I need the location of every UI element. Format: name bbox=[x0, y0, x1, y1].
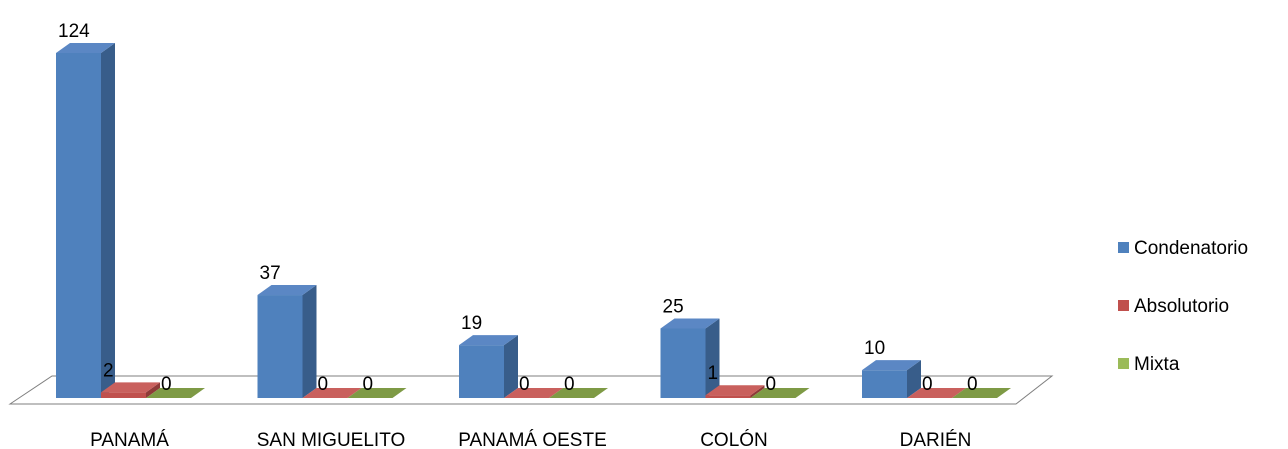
category-label-2: PANAMÁ OESTE bbox=[458, 430, 607, 449]
bar-front bbox=[101, 392, 146, 398]
legend-label-mixta: Mixta bbox=[1134, 354, 1180, 375]
legend-swatch-mixta bbox=[1118, 358, 1129, 369]
bar-top bbox=[101, 382, 160, 393]
legend-label-condenatorio: Condenatorio bbox=[1134, 238, 1248, 259]
bar-side bbox=[750, 385, 765, 398]
data-label-absolutorio-4: 0 bbox=[922, 374, 933, 395]
bar-front bbox=[862, 370, 907, 398]
data-label-mixta-3: 0 bbox=[766, 374, 777, 395]
data-label-condenatorio-4: 10 bbox=[864, 338, 885, 359]
bar-side bbox=[146, 382, 160, 398]
bar-flat-top bbox=[504, 388, 563, 398]
bar-front bbox=[257, 295, 303, 398]
bar-flat-top bbox=[952, 388, 1011, 398]
bar-mixta-0 bbox=[146, 388, 205, 398]
bars-layer bbox=[56, 43, 1011, 398]
bar-flat-top bbox=[302, 388, 362, 398]
data-label-absolutorio-3: 1 bbox=[708, 363, 719, 384]
bar-side bbox=[705, 318, 720, 398]
bar-flat-top bbox=[549, 388, 608, 398]
data-label-mixta-1: 0 bbox=[363, 374, 374, 395]
bar-mixta-4 bbox=[952, 388, 1011, 398]
category-label-0: PANAMÁ bbox=[90, 430, 169, 449]
data-label-absolutorio-2: 0 bbox=[519, 374, 530, 395]
bar-top bbox=[257, 285, 317, 296]
category-label-1: SAN MIGUELITO bbox=[257, 430, 406, 449]
bar-top bbox=[705, 385, 765, 396]
data-label-mixta-4: 0 bbox=[967, 374, 978, 395]
legend-swatch-condenatorio bbox=[1118, 242, 1129, 253]
bar-side bbox=[101, 43, 115, 398]
bar-flat-top bbox=[146, 388, 205, 398]
bar-absolutorio-1 bbox=[302, 388, 362, 398]
legend-item-mixta: Mixta bbox=[1118, 354, 1180, 375]
bar-side bbox=[504, 335, 518, 398]
bar-absolutorio-0 bbox=[101, 382, 160, 398]
bar-top bbox=[459, 335, 518, 346]
bar-front bbox=[459, 345, 504, 398]
data-label-mixta-0: 0 bbox=[161, 374, 172, 395]
legend-label-absolutorio: Absolutorio bbox=[1134, 296, 1229, 317]
legend: Condenatorio Absolutorio Mixta bbox=[1118, 238, 1248, 375]
bar-front bbox=[705, 395, 751, 398]
bar-flat-top bbox=[347, 388, 407, 398]
bar-top bbox=[660, 318, 720, 329]
bar-absolutorio-4 bbox=[907, 388, 966, 398]
data-label-mixta-2: 0 bbox=[564, 374, 575, 395]
data-label-condenatorio-3: 25 bbox=[663, 296, 684, 317]
category-label-4: DARIÉN bbox=[900, 430, 972, 449]
bar-condenatorio-4 bbox=[862, 360, 921, 398]
data-label-condenatorio-2: 19 bbox=[461, 313, 482, 334]
bar-mixta-1 bbox=[347, 388, 407, 398]
category-label-3: COLÓN bbox=[700, 429, 768, 449]
bar-flat-top bbox=[907, 388, 966, 398]
bar-top bbox=[56, 43, 115, 53]
bar-flat-top bbox=[750, 388, 810, 398]
data-label-condenatorio-0: 124 bbox=[58, 21, 90, 42]
bar-top bbox=[862, 360, 921, 371]
labels-layer: 124 2 0 PANAMÁ 37 0 0 SAN MIGUELITO 19 0 0 PANAMÁ O… bbox=[58, 21, 978, 449]
bar-condenatorio-0 bbox=[56, 43, 115, 398]
bar-side bbox=[907, 360, 921, 398]
bar-condenatorio-3 bbox=[660, 318, 720, 398]
data-label-absolutorio-0: 2 bbox=[103, 360, 114, 381]
bar-condenatorio-1 bbox=[257, 285, 317, 398]
legend-item-condenatorio: Condenatorio bbox=[1118, 238, 1248, 259]
data-label-absolutorio-1: 0 bbox=[318, 374, 329, 395]
bar-absolutorio-2 bbox=[504, 388, 563, 398]
bar-side bbox=[302, 285, 317, 398]
bar-mixta-2 bbox=[549, 388, 608, 398]
bar-front bbox=[660, 328, 706, 398]
legend-swatch-absolutorio bbox=[1118, 300, 1129, 311]
bar-front bbox=[56, 53, 101, 398]
bar-condenatorio-2 bbox=[459, 335, 518, 398]
data-label-condenatorio-1: 37 bbox=[260, 263, 281, 284]
bar-mixta-3 bbox=[750, 388, 810, 398]
bar-absolutorio-3 bbox=[705, 385, 765, 398]
legend-item-absolutorio: Absolutorio bbox=[1118, 296, 1229, 317]
